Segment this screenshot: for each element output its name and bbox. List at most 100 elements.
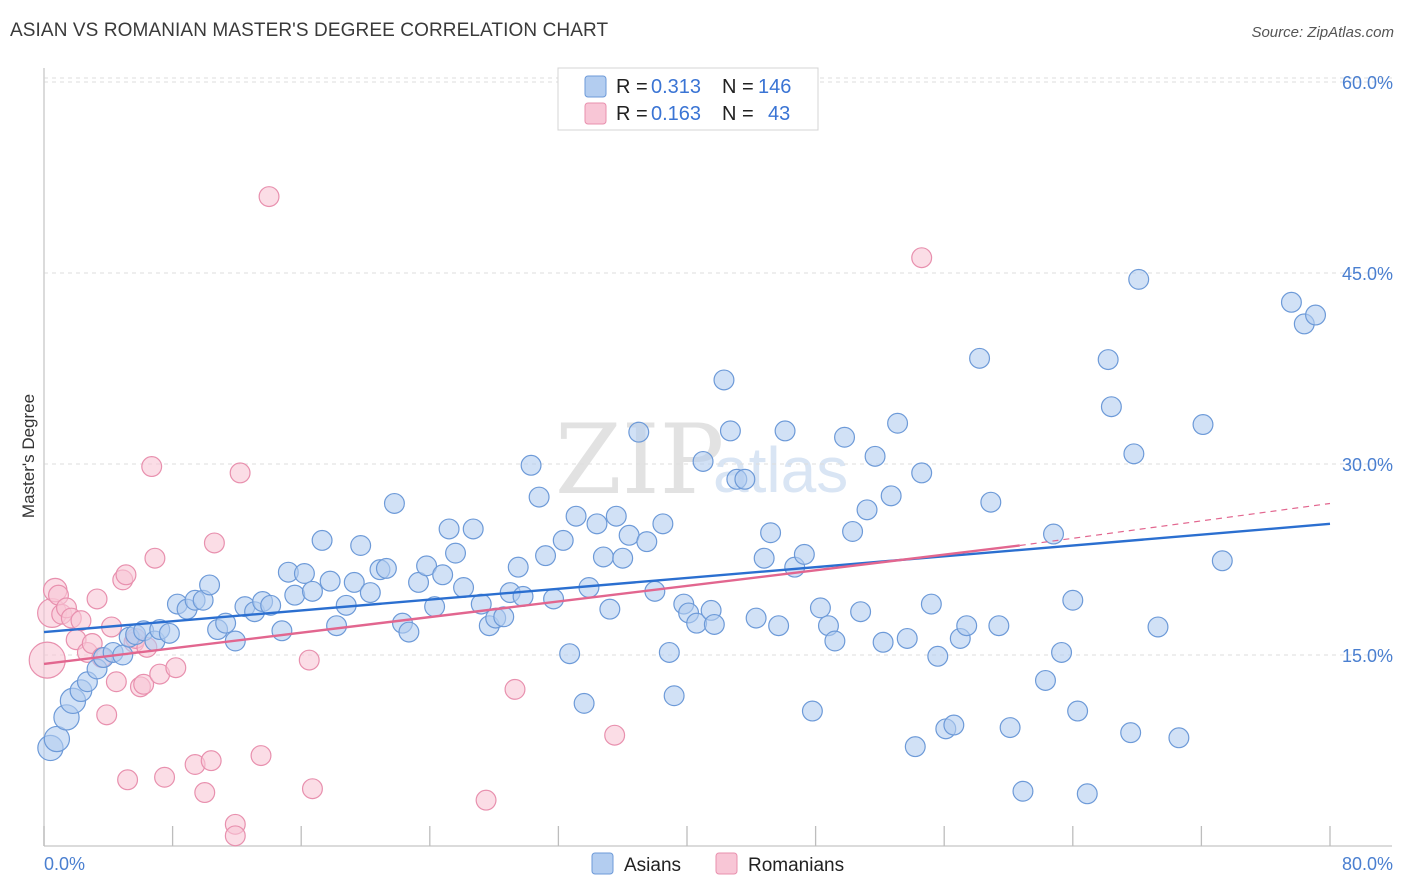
y-tick-labels: 15.0% 30.0% 45.0% 60.0% (1342, 73, 1393, 666)
asian-point (1120, 722, 1142, 744)
y-tick-label: 15.0% (1342, 646, 1393, 666)
asian-point (801, 700, 823, 722)
asian-point (432, 564, 454, 586)
legend-swatch-romanians (584, 102, 607, 125)
romanian-point (28, 641, 66, 679)
y-tick-label: 30.0% (1342, 455, 1393, 475)
bottom-legend-swatch-asians (591, 852, 614, 875)
romanian-point (115, 564, 137, 586)
asian-point (1067, 700, 1089, 722)
asian-point (911, 462, 933, 484)
asian-point (774, 420, 796, 442)
asian-point (1043, 523, 1065, 545)
asian-point (445, 542, 467, 564)
asian-point (1128, 268, 1150, 290)
asian-points (37, 268, 1327, 805)
asian-point (43, 725, 71, 753)
asian-point (864, 445, 886, 467)
asian-point (745, 607, 767, 629)
legend-r-label-romanians: R = (616, 103, 648, 125)
asian-point (999, 717, 1021, 739)
asian-point (887, 412, 909, 434)
asian-point (734, 468, 756, 490)
asian-point (969, 347, 991, 369)
romanian-point (224, 825, 246, 847)
asian-point (1051, 641, 1073, 663)
y-tick-label: 60.0% (1342, 73, 1393, 93)
asian-point (592, 546, 614, 568)
asian-point (1192, 414, 1214, 436)
asian-point (462, 518, 484, 540)
asian-point (658, 641, 680, 663)
asian-point (824, 630, 846, 652)
asian-point (652, 513, 674, 535)
asian-point (293, 563, 315, 585)
chart-title: ASIAN VS ROMANIAN MASTER'S DEGREE CORREL… (10, 20, 609, 41)
romanian-point (141, 456, 163, 478)
legend-r-value-romanians: 0.163 (651, 103, 701, 125)
asian-point (565, 505, 587, 527)
romanian-point (604, 724, 626, 746)
romanian-point (298, 649, 320, 671)
asian-point (1097, 349, 1119, 371)
bottom-legend-label-asians: Asians (624, 855, 681, 876)
romanian-point (117, 769, 139, 791)
asian-point (834, 426, 856, 448)
asian-point (535, 545, 557, 567)
asian-point (1147, 616, 1169, 638)
asian-point (719, 420, 741, 442)
romanian-point (70, 610, 92, 632)
legend-r-label-asians: R = (616, 76, 648, 98)
romanian-point (105, 671, 127, 693)
asian-point (260, 594, 282, 616)
asian-point (753, 547, 775, 569)
asian-point (793, 543, 815, 565)
asian-point (980, 491, 1002, 513)
asian-point (520, 454, 542, 476)
asian-point (512, 585, 534, 607)
asian-point (703, 613, 725, 635)
asian-point (927, 645, 949, 667)
asian-point (1100, 396, 1122, 418)
trend-line-romanians-extension (1019, 502, 1331, 547)
asian-point (350, 534, 372, 556)
romanian-point (165, 657, 187, 679)
grid-lines (44, 77, 1392, 656)
asian-point (1076, 783, 1098, 805)
asian-point (1305, 304, 1327, 326)
romanian-point (911, 247, 933, 269)
romanian-point (96, 704, 118, 726)
asian-point (636, 531, 658, 553)
asian-point (528, 486, 550, 508)
legend-n-label-romanians: N = (722, 103, 754, 125)
asian-point (760, 522, 782, 544)
romanian-point (200, 750, 222, 772)
asian-point (543, 588, 565, 610)
trend-line-asians (43, 522, 1331, 634)
asian-point (359, 582, 381, 604)
x-ticks (43, 826, 1331, 846)
asian-point (1123, 443, 1145, 465)
x-tick-label-max: 80.0% (1342, 854, 1393, 874)
asian-point (507, 556, 529, 578)
asian-point (284, 584, 306, 606)
asian-point (438, 518, 460, 540)
asian-point (383, 492, 405, 514)
romanian-point (301, 778, 323, 800)
asian-point (453, 577, 475, 599)
asian-point (416, 555, 438, 577)
axes (43, 68, 1392, 847)
asian-point (1211, 550, 1233, 572)
asian-point (872, 631, 894, 653)
asian-point (856, 499, 878, 521)
asian-point (1012, 780, 1034, 802)
asian-point (692, 450, 714, 472)
asian-point (301, 580, 323, 602)
asian-point (271, 620, 293, 642)
asian-point (1280, 291, 1302, 313)
asian-point (713, 369, 735, 391)
y-axis-label: Master's Degree (19, 394, 38, 518)
bottom-legend: Asians Romanians (591, 852, 844, 876)
asian-point (904, 736, 926, 758)
asian-point (605, 505, 627, 527)
